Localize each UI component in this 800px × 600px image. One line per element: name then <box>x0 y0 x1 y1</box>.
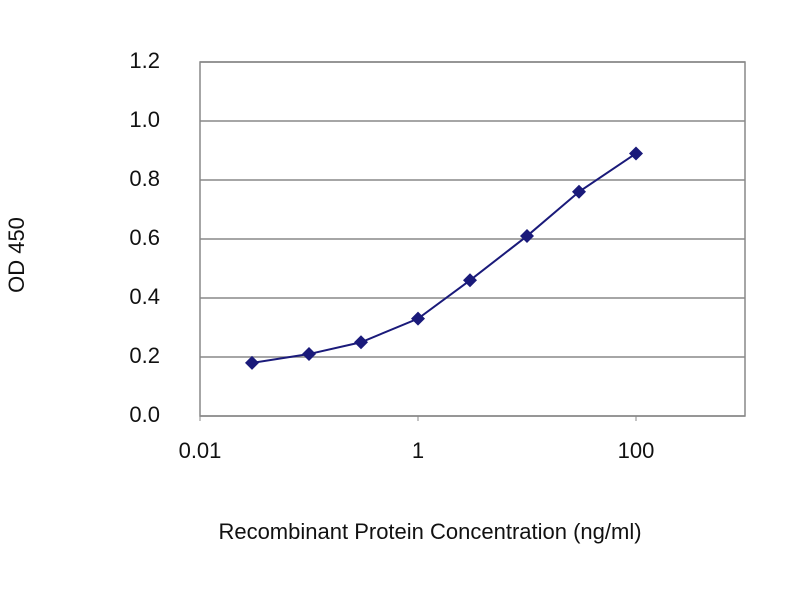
marker <box>463 273 478 288</box>
y-tick-label: 0.0 <box>129 402 160 427</box>
line <box>251 152 637 364</box>
marker <box>245 355 260 370</box>
marker <box>629 146 643 161</box>
y-tick-label: 0.8 <box>129 166 160 191</box>
marker <box>411 311 425 326</box>
x-axis-label: Recombinant Protein Concentration (ng/ml… <box>218 519 641 544</box>
y-tick-label: 0.4 <box>129 284 160 309</box>
marker <box>302 347 316 362</box>
y-tick-label: 0.2 <box>129 343 160 368</box>
y-tick-label: 1.0 <box>129 107 160 132</box>
marker <box>520 229 534 244</box>
x-tick-label: 0.01 <box>179 438 222 463</box>
y-axis-label: OD 450 <box>4 217 29 293</box>
x-tick-label: 100 <box>618 438 655 463</box>
marker <box>572 184 587 199</box>
y-tick-label: 0.6 <box>129 225 160 250</box>
marker <box>354 335 369 350</box>
x-tick-label: 1 <box>412 438 424 463</box>
y-tick-label: 1.2 <box>129 48 160 73</box>
